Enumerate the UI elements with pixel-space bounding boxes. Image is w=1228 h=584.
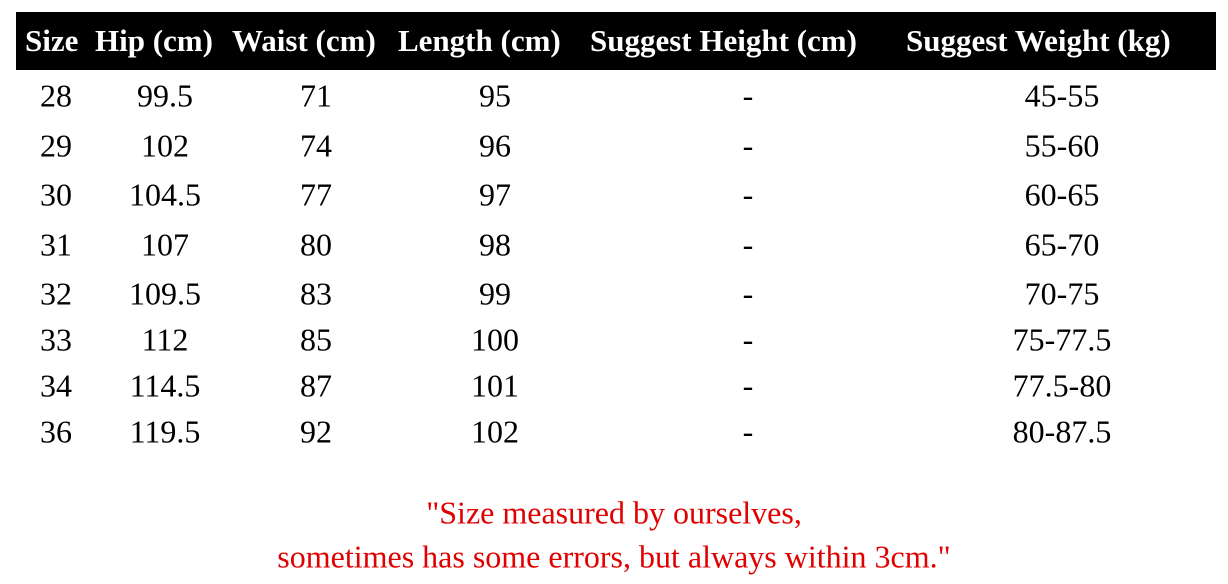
table-cell: 114.5 — [129, 367, 201, 404]
table-cell: 71 — [300, 77, 332, 114]
table-cell: 96 — [479, 127, 511, 164]
table-cell: 87 — [300, 367, 332, 404]
table-cell: 102 — [471, 413, 519, 450]
table-cell: 100 — [471, 321, 519, 358]
table-cell: 104.5 — [129, 176, 201, 213]
table-cell: - — [742, 321, 754, 358]
note-line: sometimes has some errors, but always wi… — [277, 538, 951, 575]
table-cell: 109.5 — [129, 275, 201, 312]
table-cell: - — [742, 127, 754, 164]
table-cell: 30 — [40, 176, 72, 213]
table-cell: 101 — [471, 367, 519, 404]
table-cell: 70-75 — [1024, 275, 1100, 312]
table-cell: 95 — [479, 77, 511, 114]
table-cell: 112 — [141, 321, 189, 358]
table-cell: 107 — [141, 226, 189, 263]
table-cell: 99 — [479, 275, 511, 312]
table-cell: 28 — [40, 77, 72, 114]
table-cell: - — [742, 226, 754, 263]
table-cell: 31 — [40, 226, 72, 263]
table-cell: 92 — [300, 413, 332, 450]
table-cell: 75-77.5 — [1012, 321, 1112, 358]
table-cell: 65-70 — [1024, 226, 1100, 263]
table-cell: 102 — [141, 127, 189, 164]
table-cell: 119.5 — [129, 413, 201, 450]
table-cell: 32 — [40, 275, 72, 312]
table-cell: 45-55 — [1024, 77, 1100, 114]
table-cell: 74 — [300, 127, 332, 164]
table-cell: - — [742, 176, 754, 213]
note-line: "Size measured by ourselves, — [426, 494, 802, 531]
table-cell: 77.5-80 — [1012, 367, 1112, 404]
column-header: Suggest Weight (kg) — [906, 23, 1171, 58]
table-cell: - — [742, 77, 754, 114]
table-cell: 80 — [300, 226, 332, 263]
table-cell: - — [742, 413, 754, 450]
column-header: Size — [25, 23, 79, 58]
column-header: Length (cm) — [398, 23, 561, 58]
column-header: Waist (cm) — [232, 23, 376, 58]
table-cell: 60-65 — [1024, 176, 1100, 213]
table-cell: 85 — [300, 321, 332, 358]
table-cell: 55-60 — [1024, 127, 1100, 164]
table-cell: 97 — [479, 176, 511, 213]
header-bar: Size Hip (cm) Waist (cm) Length (cm) Suggest… — [16, 12, 1216, 70]
table-cell: - — [742, 367, 754, 404]
table-cell: 80-87.5 — [1012, 413, 1112, 450]
table-cell: 33 — [40, 321, 72, 358]
table-cell: 98 — [479, 226, 511, 263]
table-cell: 99.5 — [137, 77, 193, 114]
table-cell: 83 — [300, 275, 332, 312]
table-cell: - — [742, 275, 754, 312]
table-cell: 34 — [40, 367, 72, 404]
table-cell: 36 — [40, 413, 72, 450]
table-cell: 77 — [300, 176, 332, 213]
column-header: Suggest Height (cm) — [590, 23, 857, 58]
column-header: Hip (cm) — [95, 23, 213, 58]
table-cell: 29 — [40, 127, 72, 164]
